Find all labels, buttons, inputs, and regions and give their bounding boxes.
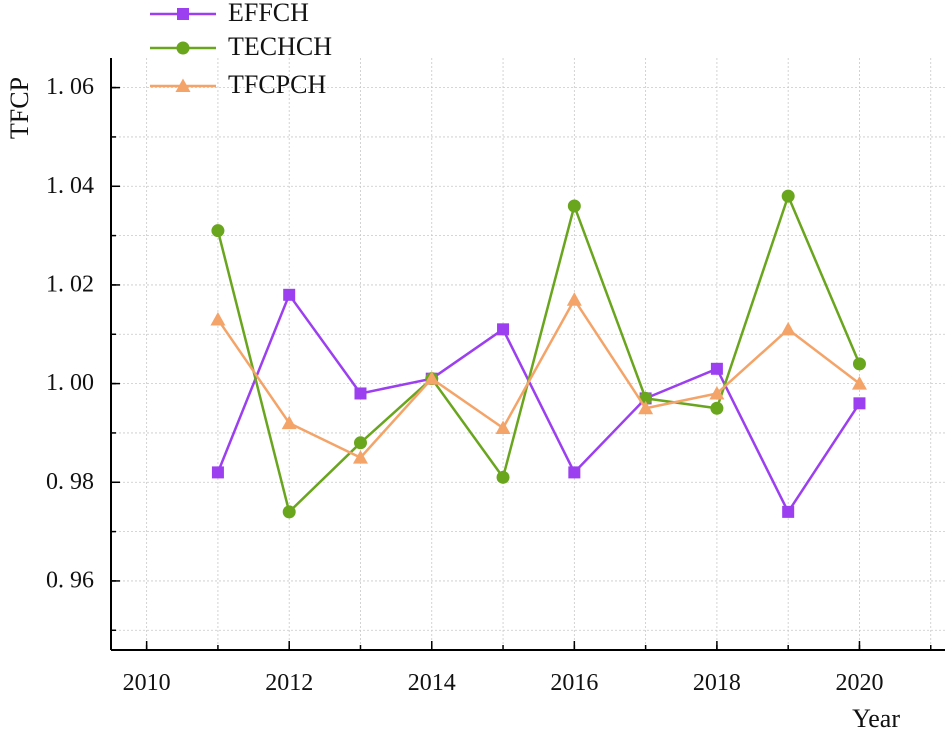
data-point bbox=[781, 189, 795, 203]
data-point bbox=[710, 362, 723, 375]
data-point bbox=[497, 323, 510, 336]
y-tick-label: 1. 00 bbox=[46, 370, 94, 396]
data-point bbox=[709, 385, 725, 400]
data-point bbox=[353, 436, 367, 450]
data-point bbox=[852, 357, 866, 371]
data-point bbox=[566, 292, 582, 306]
series-line-effch bbox=[216, 293, 861, 514]
legend-label: TECHCH bbox=[228, 32, 332, 61]
series-line-tfcpch bbox=[216, 298, 861, 459]
legend-entry-effch: EFFCH bbox=[150, 0, 309, 27]
data-point bbox=[281, 415, 297, 430]
y-tick-label: 1. 06 bbox=[46, 74, 94, 100]
legend-marker bbox=[175, 78, 191, 92]
legend-label: TFCPCH bbox=[228, 70, 326, 99]
data-point bbox=[710, 401, 724, 415]
data-point bbox=[354, 387, 367, 400]
data-point bbox=[211, 466, 224, 479]
legend-marker bbox=[177, 8, 189, 20]
legend-label: EFFCH bbox=[228, 0, 309, 27]
legend-entry-tfcpch: TFCPCH bbox=[150, 70, 326, 99]
data-point bbox=[638, 400, 654, 415]
series-line-techch bbox=[216, 194, 861, 514]
y-tick-label: 1. 04 bbox=[46, 173, 94, 199]
data-point bbox=[568, 466, 581, 479]
series-techch bbox=[211, 189, 866, 519]
x-tick-label: 2018 bbox=[693, 670, 741, 696]
y-axis-title: TFCP bbox=[5, 77, 34, 139]
data-point bbox=[851, 376, 867, 390]
y-tick-label: 0. 98 bbox=[46, 469, 94, 495]
data-point bbox=[283, 288, 296, 301]
data-point bbox=[210, 311, 226, 326]
data-point bbox=[352, 450, 368, 464]
x-tick-label: 2010 bbox=[123, 670, 171, 696]
x-tick-label: 2014 bbox=[408, 670, 456, 696]
data-point bbox=[495, 420, 511, 434]
series-effch bbox=[211, 288, 866, 518]
legend: EFFCH TECHCH TFCPCH bbox=[150, 0, 332, 99]
legend-marker bbox=[176, 41, 190, 55]
data-point bbox=[782, 505, 795, 518]
x-tick-label: 2020 bbox=[835, 670, 883, 696]
data-point bbox=[853, 397, 866, 410]
data-point bbox=[282, 505, 296, 519]
data-point bbox=[424, 371, 440, 385]
x-tick-label: 2012 bbox=[265, 670, 313, 696]
x-tick-label: 2016 bbox=[550, 670, 598, 696]
y-tick-label: 0. 96 bbox=[46, 567, 94, 593]
data-point bbox=[780, 321, 796, 336]
data-point bbox=[567, 199, 581, 213]
series-layer bbox=[210, 189, 867, 519]
data-point bbox=[496, 470, 510, 484]
axes: 0. 96 0. 98 1. 00 1. 02 1. 04 1. 06 2010 2012 20… bbox=[46, 58, 945, 696]
x-axis-title: Year bbox=[852, 704, 900, 729]
data-point bbox=[211, 224, 225, 238]
y-tick-label: 1. 02 bbox=[46, 271, 94, 297]
legend-entry-techch: TECHCH bbox=[150, 32, 332, 61]
series-tfcpch bbox=[210, 292, 867, 464]
